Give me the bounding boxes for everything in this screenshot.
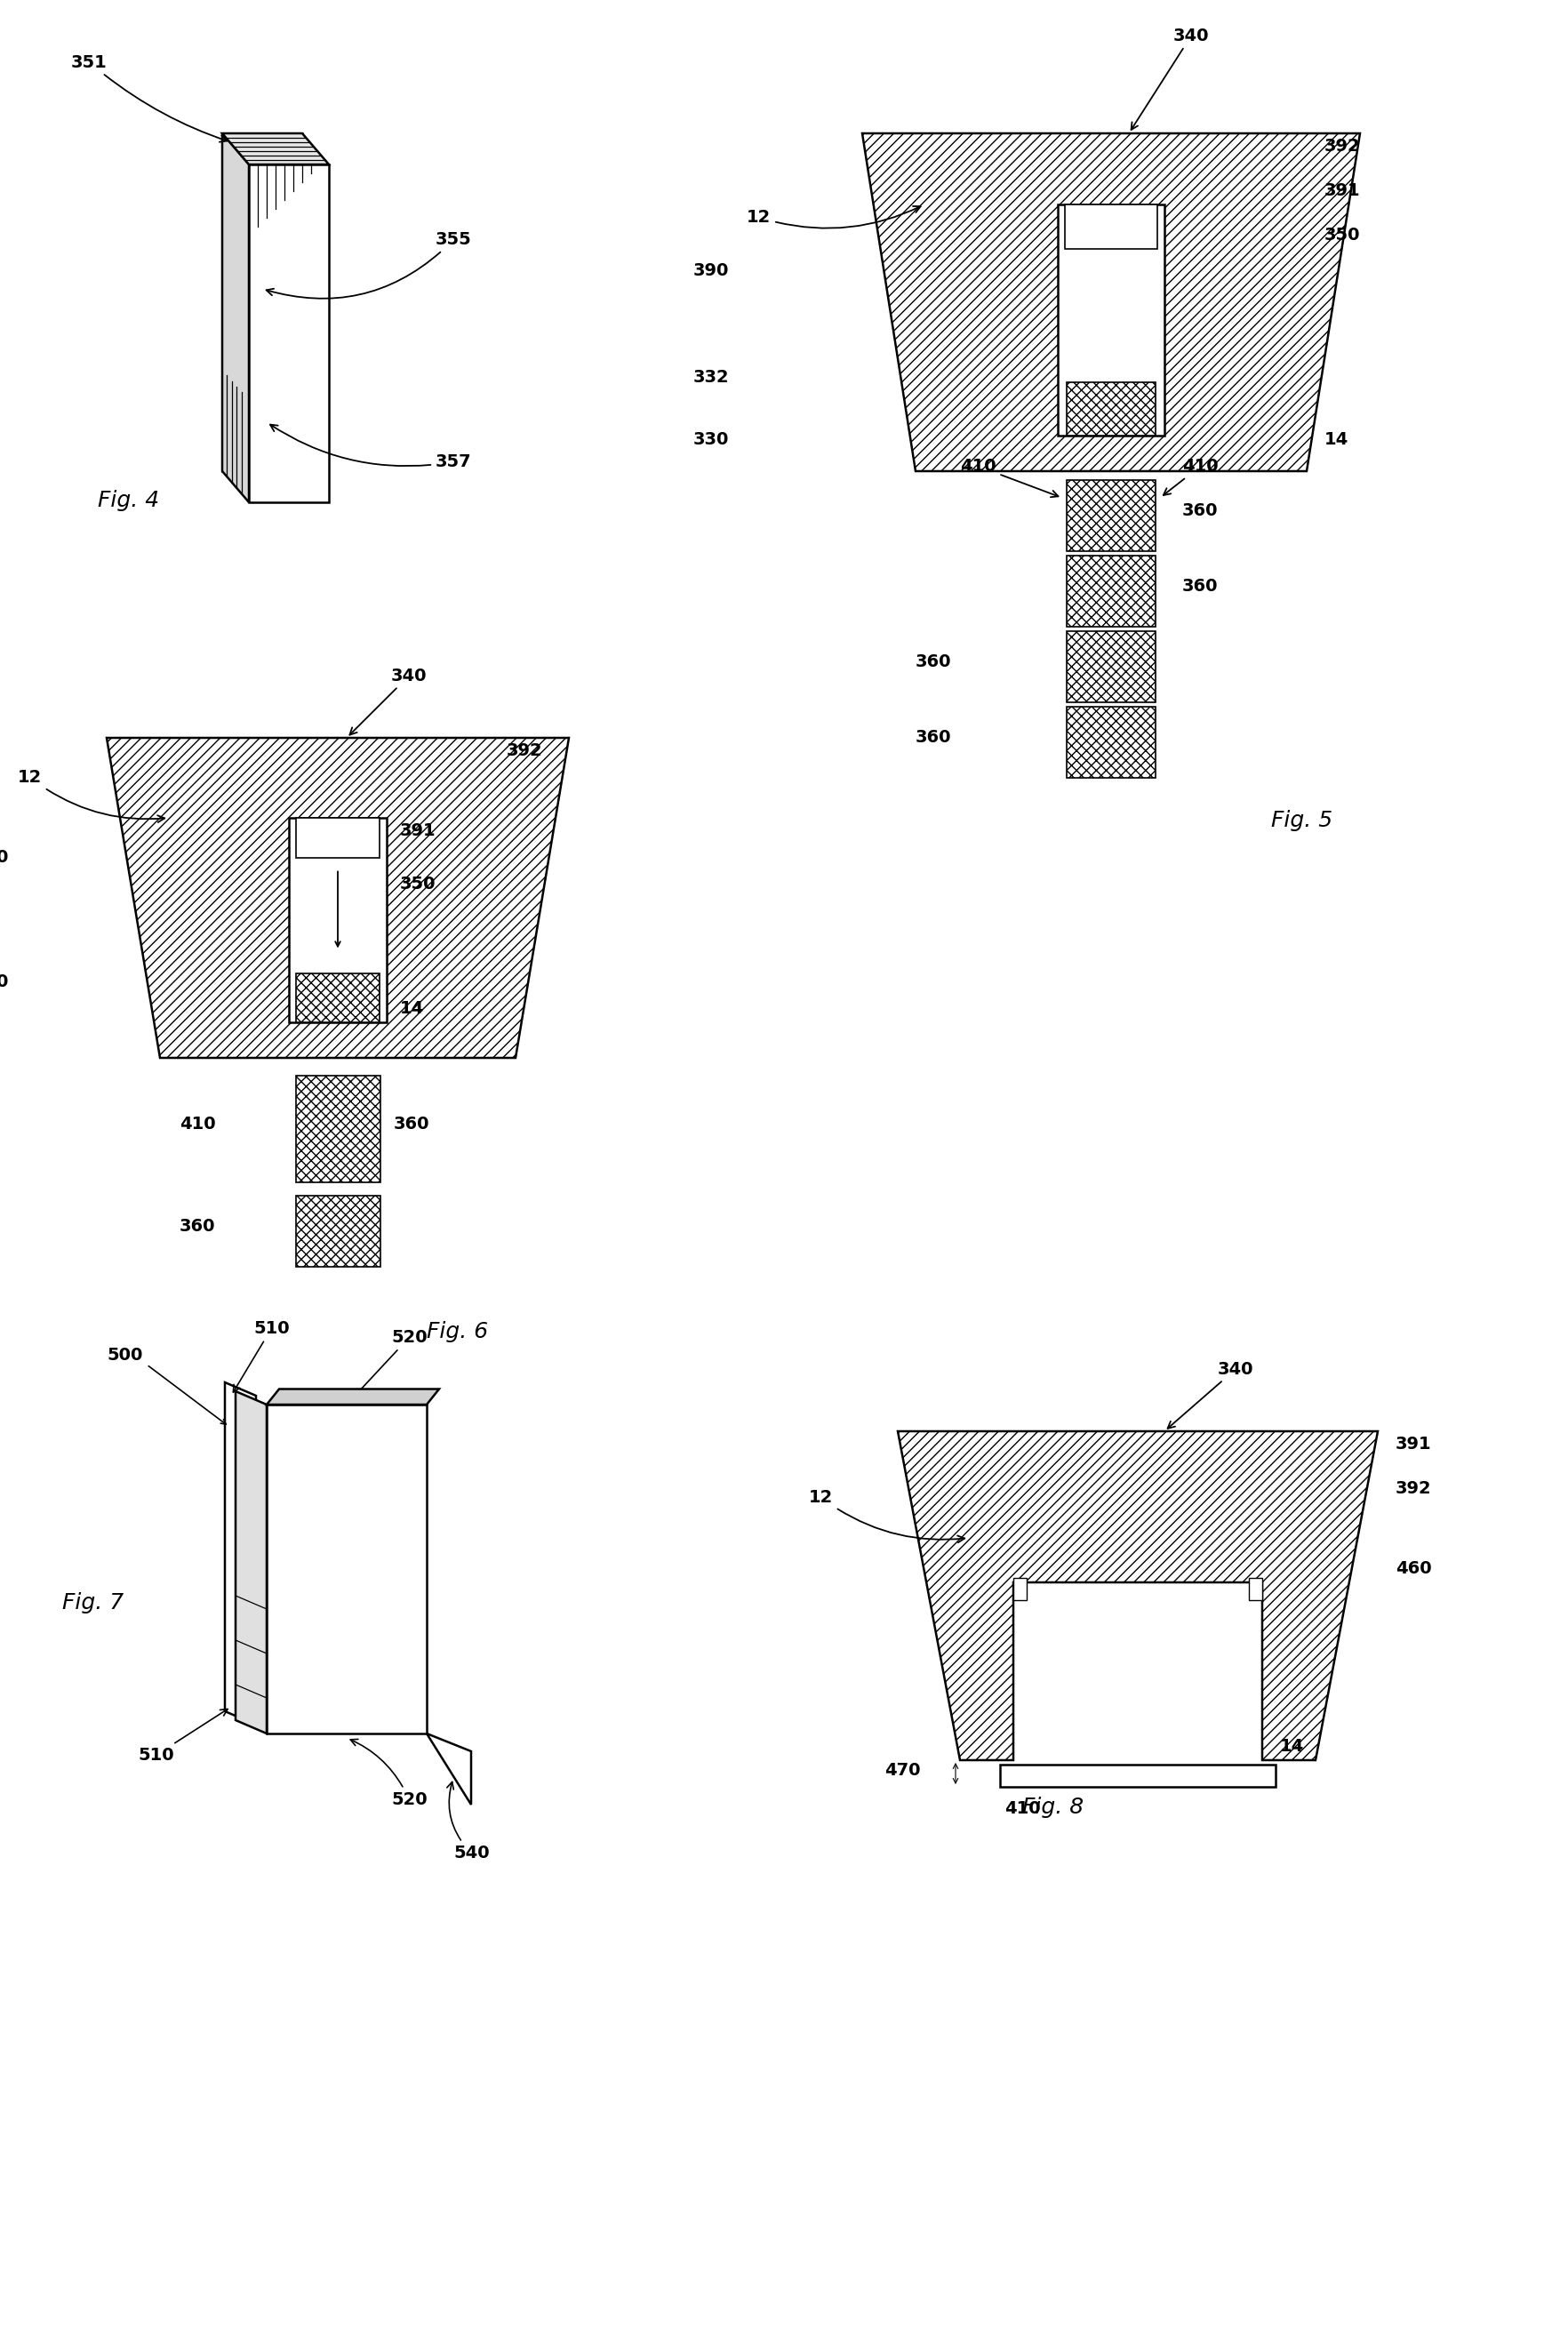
Polygon shape: [1066, 556, 1156, 627]
Text: 360: 360: [1182, 577, 1218, 594]
Text: 360: 360: [394, 1115, 430, 1132]
Text: 460: 460: [1396, 1559, 1432, 1578]
Text: 350: 350: [1325, 227, 1361, 243]
Text: 520: 520: [350, 1328, 426, 1400]
Text: Fig. 4: Fig. 4: [97, 491, 160, 512]
Polygon shape: [267, 1405, 426, 1732]
Text: 500: 500: [107, 1347, 143, 1363]
Text: 391: 391: [1325, 182, 1361, 199]
Polygon shape: [296, 818, 379, 858]
Text: 410: 410: [960, 458, 1058, 498]
Polygon shape: [223, 133, 303, 472]
Text: 14: 14: [1279, 1737, 1305, 1756]
Text: 520: 520: [351, 1739, 426, 1807]
Text: 360: 360: [1182, 503, 1218, 519]
Text: Fig. 5: Fig. 5: [1272, 809, 1333, 832]
Text: 390: 390: [693, 262, 729, 278]
Polygon shape: [267, 1389, 439, 1405]
Polygon shape: [898, 1431, 1378, 1761]
Text: Fig. 6: Fig. 6: [426, 1321, 488, 1342]
Polygon shape: [235, 1391, 267, 1732]
Text: 330: 330: [693, 430, 729, 449]
Polygon shape: [426, 1732, 470, 1805]
Text: 332: 332: [693, 369, 729, 386]
Text: 351: 351: [71, 54, 227, 143]
Text: 510: 510: [138, 1709, 227, 1763]
Polygon shape: [1013, 1578, 1027, 1599]
Text: 12: 12: [746, 206, 920, 229]
Polygon shape: [1066, 479, 1156, 552]
Text: 14: 14: [1325, 430, 1348, 449]
Text: 360: 360: [180, 1218, 215, 1234]
Polygon shape: [1066, 631, 1156, 701]
Text: 350: 350: [400, 877, 436, 893]
Text: Fig. 7: Fig. 7: [63, 1592, 124, 1613]
Polygon shape: [1066, 706, 1156, 779]
Text: 470: 470: [884, 1763, 920, 1779]
Polygon shape: [296, 973, 379, 1022]
Text: 392: 392: [1396, 1480, 1432, 1496]
Text: 410: 410: [1163, 458, 1218, 496]
Text: 355: 355: [267, 231, 472, 299]
Text: 391: 391: [400, 823, 436, 839]
Text: 510: 510: [234, 1321, 290, 1391]
Text: 340: 340: [1168, 1361, 1254, 1429]
Polygon shape: [1000, 1765, 1275, 1786]
Polygon shape: [1058, 203, 1165, 435]
Text: 410: 410: [1004, 1800, 1040, 1817]
Text: 360: 360: [916, 729, 952, 746]
Text: 340: 340: [1131, 28, 1209, 129]
Text: 340: 340: [350, 666, 426, 734]
Polygon shape: [223, 133, 329, 164]
Polygon shape: [249, 164, 329, 503]
Polygon shape: [295, 1195, 379, 1267]
Text: 390: 390: [0, 849, 9, 865]
Text: 392: 392: [506, 741, 543, 760]
Text: 410: 410: [179, 1115, 215, 1132]
Text: 540: 540: [447, 1782, 489, 1861]
Text: 14: 14: [400, 1001, 425, 1017]
Text: 330: 330: [0, 973, 9, 991]
Polygon shape: [1065, 203, 1157, 248]
Polygon shape: [107, 739, 569, 1057]
Text: 357: 357: [270, 426, 472, 470]
Text: 12: 12: [809, 1489, 964, 1543]
Text: 12: 12: [17, 769, 165, 823]
Polygon shape: [295, 1075, 379, 1183]
Polygon shape: [1066, 381, 1156, 435]
Polygon shape: [289, 818, 387, 1022]
Text: 391: 391: [1396, 1436, 1432, 1452]
Polygon shape: [1248, 1578, 1262, 1599]
Polygon shape: [224, 1382, 256, 1725]
Text: 360: 360: [916, 652, 952, 671]
Polygon shape: [223, 133, 249, 503]
Polygon shape: [862, 133, 1359, 472]
Text: Fig. 8: Fig. 8: [1022, 1796, 1083, 1819]
Text: 392: 392: [1325, 138, 1361, 154]
